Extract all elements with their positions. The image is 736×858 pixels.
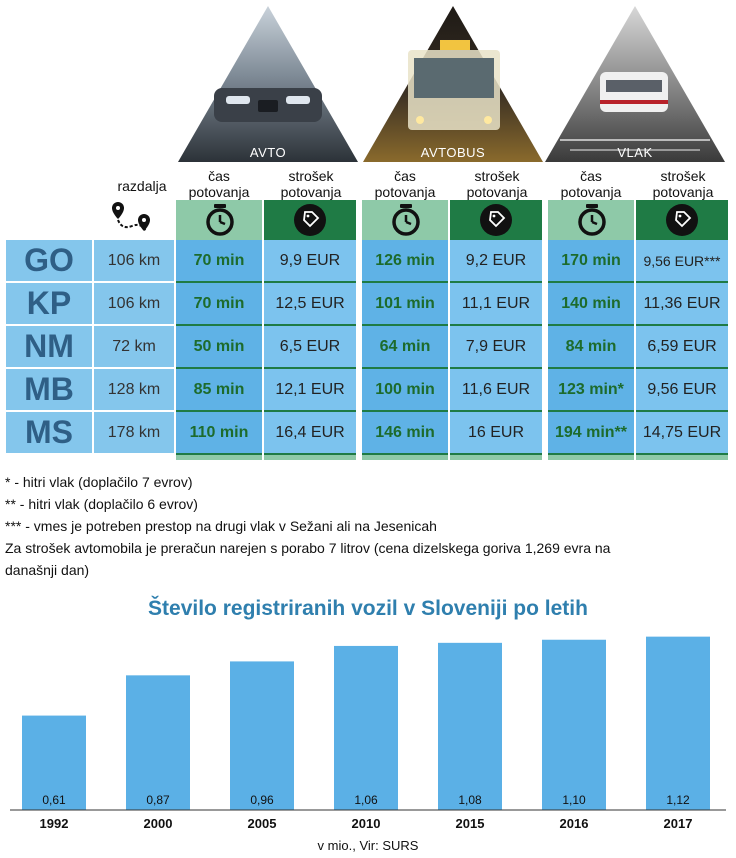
distance-cell: 72 km xyxy=(94,326,174,367)
mode-label-avto: AVTO xyxy=(249,145,287,160)
clock-icon xyxy=(578,204,606,236)
train-image xyxy=(545,6,725,162)
city-cell: MB xyxy=(6,369,92,410)
column-footer-strip xyxy=(450,455,542,460)
bus-cost-cell: 16 EUR xyxy=(450,412,542,456)
train-cost-cell: 6,59 EUR xyxy=(636,326,728,370)
column-footer-strip xyxy=(636,455,728,460)
bar-value-label: 1,12 xyxy=(666,793,690,807)
header-avto-cost: strošek potovanja xyxy=(280,168,342,200)
bus-time-cell: 101 min xyxy=(362,283,448,327)
column-footer-strip xyxy=(548,455,634,460)
distance-cell: 178 km xyxy=(94,412,174,453)
registered-vehicles-chart: 0,61 1992 0,87 2000 0,96 2005 1,06 2010 1,08 2015… xyxy=(10,636,726,831)
avto-cost-cell: 12,5 EUR xyxy=(264,283,356,327)
x-tick-label: 2015 xyxy=(456,816,485,831)
train-time-cell: 84 min xyxy=(548,326,634,370)
bar-2010 xyxy=(334,645,398,810)
avto-time-cell: 70 min xyxy=(176,240,262,284)
bar-2005 xyxy=(230,661,294,810)
route-icon xyxy=(112,202,150,233)
chart-title: Število registriranih vozil v Sloveniji … xyxy=(148,597,588,620)
column-footer-strip xyxy=(176,455,262,460)
bus-cost-cell: 9,2 EUR xyxy=(450,240,542,284)
column-footer-strip xyxy=(264,455,356,460)
bar-value-label: 0,61 xyxy=(42,793,66,807)
clock-icon xyxy=(206,204,234,236)
avto-cost-cell: 16,4 EUR xyxy=(264,412,356,456)
bar-2016 xyxy=(542,639,606,810)
bar-value-label: 0,96 xyxy=(250,793,274,807)
avto-cost-cell: 9,9 EUR xyxy=(264,240,356,284)
city-cell: NM xyxy=(6,326,92,367)
x-tick-label: 2016 xyxy=(560,816,589,831)
bar-value-label: 1,06 xyxy=(354,793,378,807)
mode-images xyxy=(178,6,725,162)
avto-time-cell: 70 min xyxy=(176,283,262,327)
bar-value-label: 1,10 xyxy=(562,793,586,807)
x-tick-label: 2010 xyxy=(352,816,381,831)
city-cell: MS xyxy=(6,412,92,453)
header-distance: razdalja xyxy=(117,178,167,194)
bus-time-cell: 64 min xyxy=(362,326,448,370)
header-avto-time: čas potovanja xyxy=(188,168,250,200)
price-tag-icon xyxy=(480,204,512,236)
clock-icon xyxy=(392,204,420,236)
bar-2015 xyxy=(438,642,502,810)
price-tag-icon xyxy=(294,204,326,236)
train-time-cell: 170 min xyxy=(548,240,634,284)
mode-label-avtobus: AVTOBUS xyxy=(420,145,486,160)
bus-image xyxy=(363,6,543,162)
distance-cell: 106 km xyxy=(94,283,174,324)
header-bus-cost: strošek potovanja xyxy=(466,168,528,200)
city-cell: GO xyxy=(6,240,92,281)
train-cost-cell: 9,56 EUR xyxy=(636,369,728,413)
bus-time-cell: 100 min xyxy=(362,369,448,413)
header-train-time: čas potovanja xyxy=(560,168,622,200)
header-train-cost: strošek potovanja xyxy=(652,168,714,200)
price-tag-icon xyxy=(666,204,698,236)
note-5: današnji dan) xyxy=(5,562,90,578)
mode-label-vlak: VLAK xyxy=(617,145,653,160)
train-time-cell: 140 min xyxy=(548,283,634,327)
avto-time-cell: 50 min xyxy=(176,326,262,370)
header-bus-time: čas potovanja xyxy=(374,168,436,200)
avto-cost-cell: 12,1 EUR xyxy=(264,369,356,413)
city-cell: KP xyxy=(6,283,92,324)
bus-time-cell: 146 min xyxy=(362,412,448,456)
note-2: ** - hitri vlak (doplačilo 6 evrov) xyxy=(5,496,198,512)
x-tick-label: 2017 xyxy=(664,816,693,831)
distance-cell: 106 km xyxy=(94,240,174,281)
bus-cost-cell: 7,9 EUR xyxy=(450,326,542,370)
bar-2000 xyxy=(126,675,190,810)
distance-cell: 128 km xyxy=(94,369,174,410)
bar-1992 xyxy=(22,715,86,810)
bus-cost-cell: 11,6 EUR xyxy=(450,369,542,413)
chart-source: v mio., Vir: SURS xyxy=(317,838,419,853)
train-cost-cell: 9,56 EUR*** xyxy=(636,240,728,284)
note-3: *** - vmes je potreben prestop na drugi … xyxy=(5,518,437,534)
x-tick-label: 1992 xyxy=(40,816,69,831)
column-footer-strip xyxy=(362,455,448,460)
avto-time-cell: 110 min xyxy=(176,412,262,456)
bar-value-label: 1,08 xyxy=(458,793,482,807)
bar-value-label: 0,87 xyxy=(146,793,170,807)
note-4: Za strošek avtomobila je preračun nareje… xyxy=(5,540,611,556)
note-1: * - hitri vlak (doplačilo 7 evrov) xyxy=(5,474,193,490)
train-cost-cell: 14,75 EUR xyxy=(636,412,728,456)
bar-2017 xyxy=(646,636,710,810)
train-time-cell: 194 min** xyxy=(548,412,634,456)
avto-cost-cell: 6,5 EUR xyxy=(264,326,356,370)
train-cost-cell: 11,36 EUR xyxy=(636,283,728,327)
x-tick-label: 2000 xyxy=(144,816,173,831)
avto-time-cell: 85 min xyxy=(176,369,262,413)
bus-cost-cell: 11,1 EUR xyxy=(450,283,542,327)
car-image xyxy=(178,6,358,162)
bus-time-cell: 126 min xyxy=(362,240,448,284)
train-time-cell: 123 min* xyxy=(548,369,634,413)
x-tick-label: 2005 xyxy=(248,816,277,831)
